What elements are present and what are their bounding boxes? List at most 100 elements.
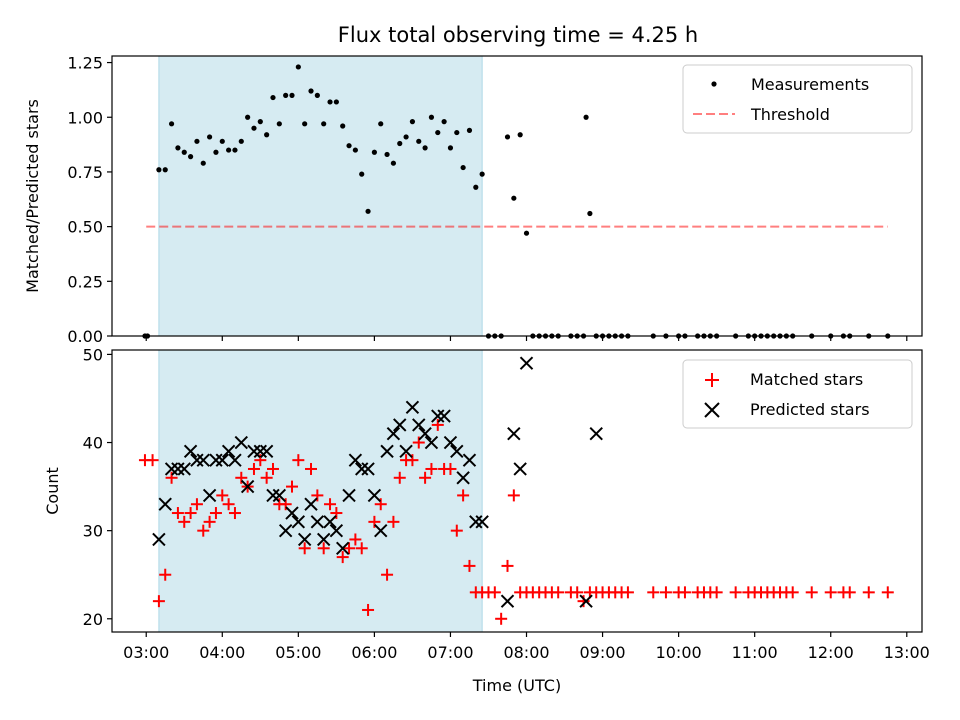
x-axis-label: Time (UTC) (472, 676, 561, 695)
bottom-legend-box (682, 359, 913, 429)
predicted-star-point (405, 400, 420, 414)
matched-star-point (209, 507, 222, 520)
matched-star-point (881, 586, 894, 599)
predicted-star-point (158, 497, 172, 511)
matched-star-point (659, 586, 672, 599)
matched-star-point (298, 542, 311, 555)
legend-predicted-label: Predicted stars (750, 400, 870, 419)
matched-star-point (336, 551, 349, 564)
measurement-point (283, 92, 289, 98)
measurement-point (365, 208, 371, 214)
matched-star-point (710, 586, 723, 599)
predicted-star-point (589, 427, 603, 441)
x-tick-label: 11:00 (732, 643, 778, 662)
matched-star-point (368, 515, 381, 528)
matched-star-point (678, 586, 691, 599)
matched-star-point (330, 507, 343, 520)
matched-star-point (387, 515, 400, 528)
matched-star-point (222, 498, 235, 511)
measurement-point (460, 164, 466, 171)
x-tick-label: 12:00 (808, 643, 854, 662)
predicted-star-point (291, 515, 306, 529)
predicted-star-point (355, 462, 369, 476)
x-tick-label: 06:00 (351, 643, 397, 662)
predicted-star-point (304, 497, 318, 511)
x-tick-label: 05:00 (275, 643, 321, 662)
y-tick-label: 0.50 (67, 218, 103, 237)
matched-stars-points (138, 418, 894, 625)
matched-star-point (317, 542, 330, 555)
y-tick-label: 0.75 (67, 163, 103, 182)
matched-star-point (647, 586, 660, 599)
predicted-star-point (443, 435, 458, 450)
measurement-point (264, 132, 270, 138)
measurement-point (587, 210, 593, 217)
matched-star-point (254, 454, 267, 467)
matched-star-point (729, 586, 742, 599)
bottom-shaded-span (158, 349, 483, 633)
y-tick-label: 0.00 (67, 327, 103, 346)
measurement-point (333, 99, 339, 105)
y-tick-label: 40 (83, 434, 103, 453)
measurement-point (523, 230, 530, 236)
matched-star-point (362, 603, 375, 616)
bottom-legend: Matched stars Predicted stars (682, 359, 913, 429)
measurement-point (454, 129, 460, 136)
measurement-point (352, 147, 358, 153)
x-tick-label: 10:00 (656, 643, 702, 662)
matched-star-point (786, 586, 799, 599)
measurement-point (447, 145, 454, 151)
matched-star-point (349, 533, 362, 546)
x-tick-label: 08:00 (503, 643, 549, 662)
matched-star-point (286, 480, 298, 493)
measurement-point (397, 140, 403, 147)
measurement-point (403, 134, 409, 140)
predicted-star-point (348, 453, 363, 467)
predicted-star-point (342, 488, 356, 503)
measurement-point (289, 92, 295, 98)
predicted-star-point (266, 488, 280, 503)
matched-star-point (374, 498, 387, 511)
predicted-star-point (450, 444, 464, 459)
top-x-ticks (145, 336, 908, 341)
predicted-star-point (380, 444, 394, 459)
top-legend-box (682, 64, 913, 134)
legend-matched-label: Matched stars (750, 370, 863, 389)
y-tick-label: 1.00 (67, 108, 103, 127)
predicted-star-point (196, 453, 210, 467)
measurement-point (276, 121, 282, 127)
measurement-point (200, 160, 206, 166)
predicted-star-point (462, 453, 477, 467)
measurement-point (302, 121, 308, 127)
matched-star-point (266, 462, 279, 475)
measurement-point (340, 123, 346, 129)
top-legend: Measurements Threshold (682, 64, 913, 134)
predicted-star-point (209, 453, 223, 467)
predicted-star-point (240, 479, 255, 494)
matched-star-point (381, 568, 394, 581)
y-tick-label: 20 (83, 610, 103, 629)
x-tick-label: 13:00 (884, 643, 930, 662)
matched-star-point (406, 454, 419, 467)
measurement-point (270, 94, 276, 101)
predicted-star-point (164, 462, 179, 476)
x-tick-label: 03:00 (123, 643, 169, 662)
matched-star-point (247, 462, 260, 475)
matched-star-point (235, 471, 248, 484)
predicted-star-point (316, 532, 331, 547)
matched-star-point (463, 559, 476, 572)
measurement-point (346, 143, 352, 149)
measurement-point (162, 167, 168, 173)
top-plot-frame (111, 55, 923, 337)
predicted-star-point (418, 427, 432, 441)
bottom-plot-frame (111, 349, 923, 633)
matched-star-point (412, 436, 425, 449)
matched-star-point (190, 498, 203, 511)
measurement-point (327, 99, 333, 105)
bottom-y-ticks: 20 30 40 50 (83, 345, 112, 629)
matched-star-point (355, 542, 368, 555)
measurement-point (479, 171, 485, 177)
y-tick-label: 30 (83, 522, 103, 541)
predicted-star-point (202, 488, 217, 503)
matched-star-point (862, 586, 875, 599)
